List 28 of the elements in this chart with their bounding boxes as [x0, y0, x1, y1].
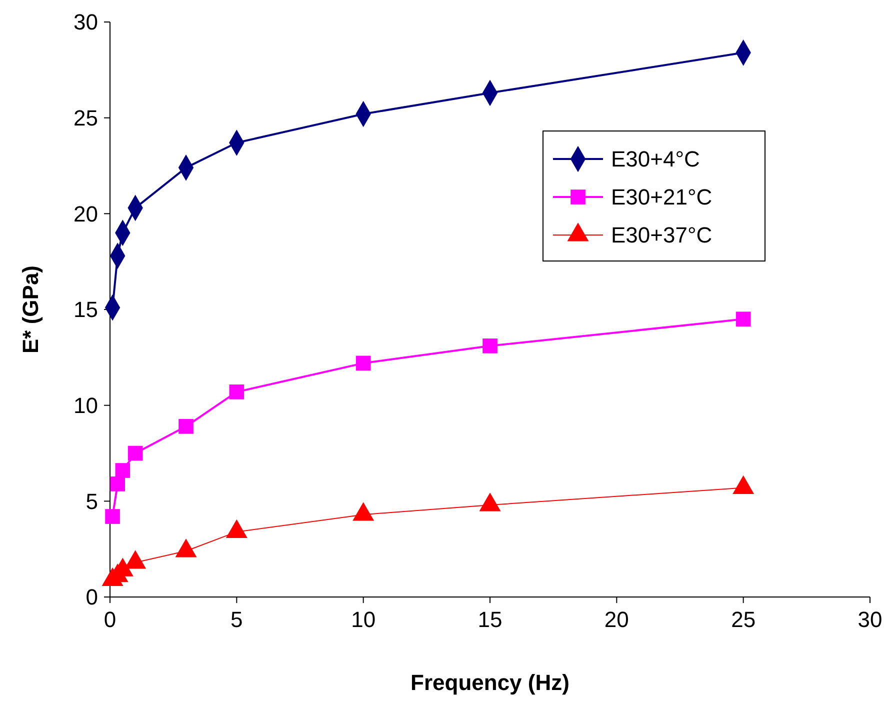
- x-tick-label: 0: [104, 607, 116, 632]
- x-tick-label: 5: [230, 607, 243, 632]
- point: [352, 502, 374, 521]
- x-tick-label: 20: [604, 607, 629, 632]
- y-tick-label: 15: [74, 297, 98, 322]
- x-tick-label: 25: [731, 607, 756, 632]
- point: [479, 492, 501, 512]
- point: [124, 550, 146, 569]
- point: [356, 356, 371, 371]
- legend-label: E30+4°C: [611, 146, 700, 172]
- point: [226, 519, 248, 538]
- point: [175, 538, 197, 558]
- x-tick-label: 15: [478, 607, 502, 632]
- legend-label: E30+21°C: [611, 184, 712, 210]
- y-tick-label: 5: [86, 488, 98, 514]
- y-axis-title: E* (GPa): [18, 265, 43, 354]
- x-axis-title: Frequency (Hz): [410, 670, 570, 695]
- point: [732, 475, 754, 494]
- point: [482, 338, 498, 354]
- y-tick-label: 20: [74, 201, 98, 226]
- y-tick-label: 25: [74, 106, 98, 131]
- x-tick-label: 30: [858, 607, 882, 632]
- y-tick-label: 30: [74, 10, 98, 35]
- y-tick-label: 0: [86, 584, 98, 610]
- x-tick-label: 10: [351, 607, 376, 632]
- y-tick-label: 10: [74, 393, 98, 418]
- point: [736, 312, 751, 326]
- legend-label: E30+37°C: [611, 222, 712, 248]
